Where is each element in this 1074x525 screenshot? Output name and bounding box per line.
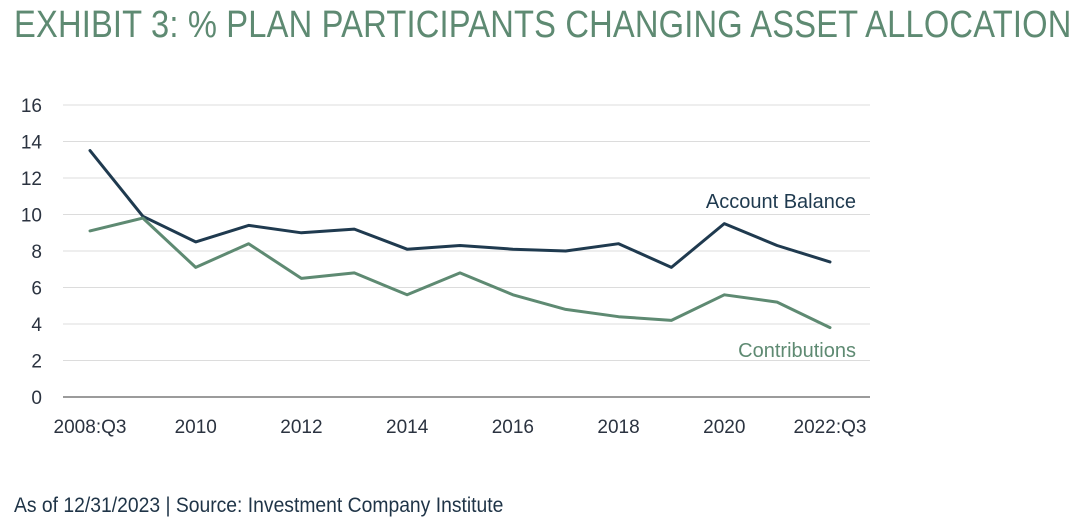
x-tick-label: 2014: [386, 417, 429, 438]
y-tick-label: 10: [21, 206, 42, 227]
y-tick-label: 12: [21, 169, 42, 190]
x-tick-label: 2012: [280, 417, 322, 438]
series-label-account-balance: Account Balance: [706, 191, 856, 213]
y-tick-label: 2: [31, 352, 42, 373]
x-tick-label: 2020: [703, 417, 745, 438]
line-chart: 0 2 4 6 8 10 12 14 16 2008:Q3 2010 2012 2014 2016 201…: [21, 96, 870, 438]
chart-title: EXHIBIT 3: % PLAN PARTICIPANTS CHANGING …: [14, 4, 1072, 46]
x-tick-label: 2018: [597, 417, 639, 438]
series-label-contributions: Contributions: [738, 340, 856, 362]
series-lines: [88, 149, 832, 330]
y-tick-label: 14: [21, 133, 43, 154]
y-tick-label: 6: [31, 279, 42, 300]
y-tick-label: 16: [21, 96, 42, 117]
y-tick-label: 0: [31, 388, 42, 409]
series-line-contributions: [88, 216, 832, 330]
series-labels: Account Balance Contributions: [706, 191, 856, 362]
y-tick-label: 8: [31, 242, 42, 263]
y-axis-ticks: 0 2 4 6 8 10 12 14 16: [21, 96, 43, 409]
x-tick-label: 2010: [175, 417, 217, 438]
grid-lines: [63, 104, 870, 398]
x-tick-label: 2008:Q3: [54, 417, 127, 438]
x-axis-ticks: 2008:Q3 2010 2012 2014 2016 2018 2020 2022:Q3: [54, 417, 867, 438]
y-tick-label: 4: [31, 315, 42, 336]
x-tick-label: 2022:Q3: [794, 417, 867, 438]
series-line-account-balance: [88, 149, 832, 269]
source-note: As of 12/31/2023 | Source: Investment Co…: [14, 494, 504, 517]
x-tick-label: 2016: [492, 417, 534, 438]
